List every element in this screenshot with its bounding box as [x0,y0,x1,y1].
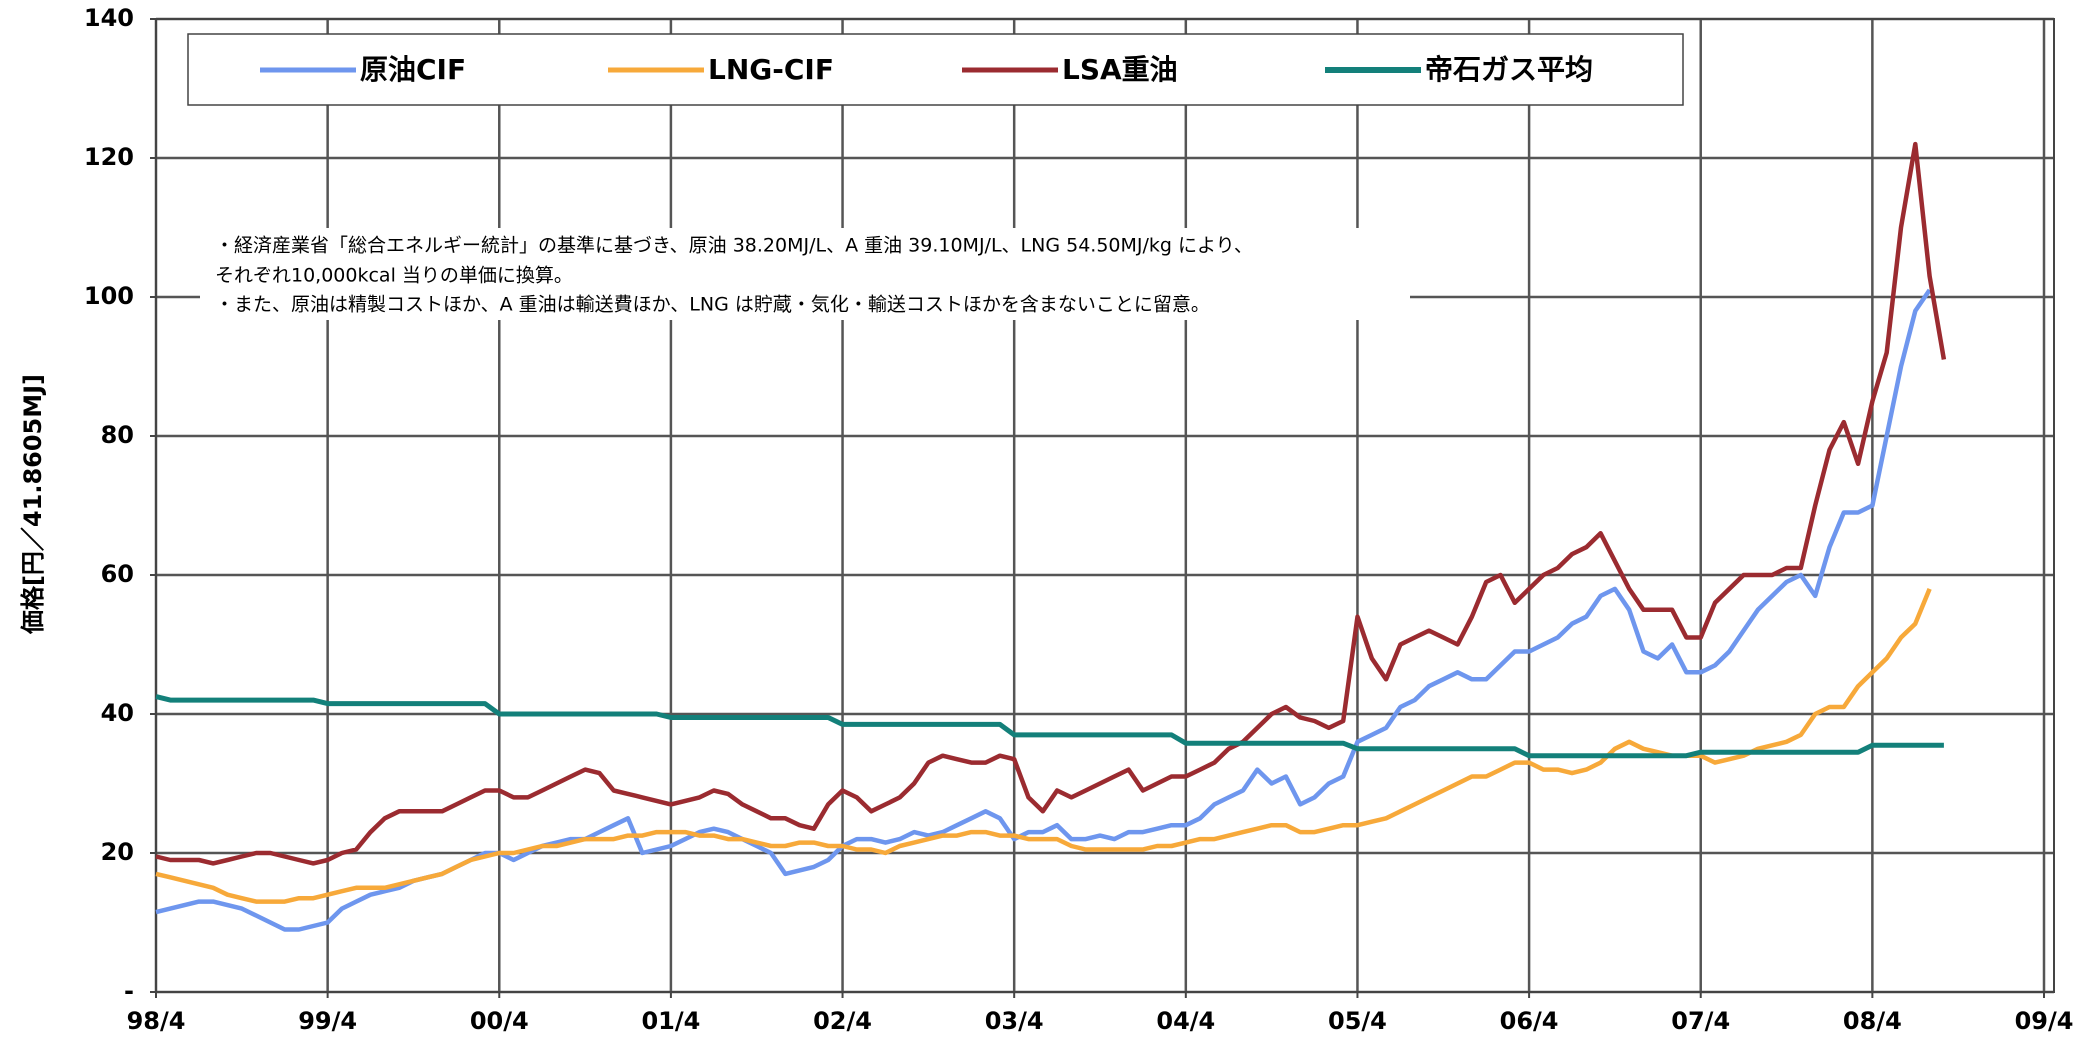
y-tick-label: 120 [84,143,134,171]
series-line [155,588,1932,904]
x-tick-label: 04/4 [1156,1007,1215,1035]
y-tick-label: 80 [101,421,134,449]
annotation-box [200,228,1410,320]
annotation: それぞれ10,000kcal 当りの単価に換算。 [215,265,573,287]
y-tick-label: 20 [101,838,134,866]
x-tick-label: 03/4 [985,1007,1044,1035]
y-tick-label: 140 [84,4,134,32]
x-tick-label: 99/4 [298,1007,357,1035]
legend-entries: 原油CIF LNG-CIF LSA重油 帝石ガス平均 [260,53,1593,86]
x-tick-label: 05/4 [1328,1007,1387,1035]
series-line [155,694,1944,759]
y-axis-label: 価格[円／41.8605MJ] [19,374,47,635]
legend-label: 原油CIF [360,53,466,86]
lines [155,141,1947,932]
x-tick-label: 02/4 [813,1007,872,1035]
x-tick-label: 06/4 [1500,1007,1559,1035]
legend-label: 帝石ガス平均 [1425,53,1593,86]
x-tick-label: 08/4 [1843,1007,1902,1035]
legend [187,33,1684,106]
y-tick-label: 40 [101,699,134,727]
x-tick-label: 98/4 [127,1007,186,1035]
legend-label: LSA重油 [1062,53,1178,86]
annotation: ・また、原油は精製コストほか、A 重油は輸送費ほか、LNG は貯蔵・気化・輸送コ… [215,294,1210,316]
axes: - 20 40 60 80 100 120 140 98/4 99/4 00/4 01/4 02/4 03… [84,4,2074,1035]
x-tick-label: 01/4 [641,1007,700,1035]
series-line [155,141,1947,866]
plot-frame [155,18,2055,993]
y-tick-label: 60 [101,560,134,588]
x-tick-label: 09/4 [2015,1007,2074,1035]
y-tick-label: 100 [84,282,134,310]
x-tick-label: 00/4 [470,1007,529,1035]
annotation: ・経済産業省「総合エネルギー統計」の基準に基づき、原油 38.20MJ/L、A … [215,235,1253,257]
legend-label: LNG-CIF [708,53,834,86]
x-tick-label: 07/4 [1671,1007,1730,1035]
y-tick-label: - [124,977,134,1005]
